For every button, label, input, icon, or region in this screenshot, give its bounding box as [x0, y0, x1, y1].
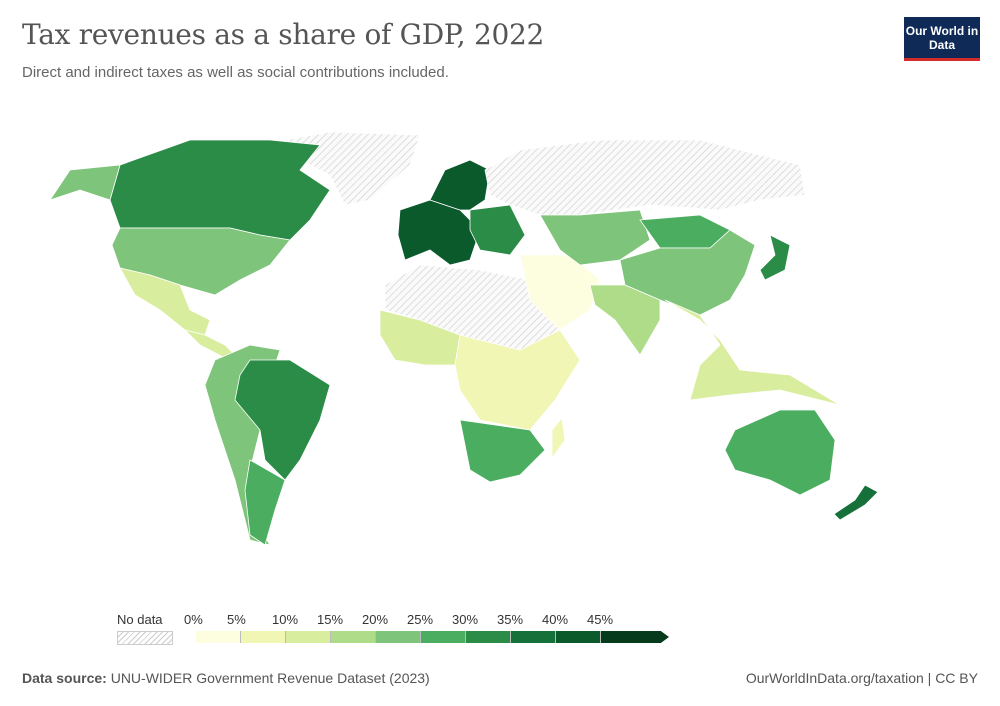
region-india[interactable] [589, 284, 661, 356]
legend-tick: 10% [272, 612, 299, 627]
legend-bin-7[interactable] [511, 631, 556, 643]
legend-bin-0[interactable] [196, 631, 241, 643]
legend-bin-4[interactable] [376, 631, 421, 643]
region-greenland[interactable] [284, 131, 421, 206]
legend-tick: 0% [184, 612, 203, 627]
region-eastern-europe[interactable] [469, 204, 526, 256]
legend-tick: 45% [587, 612, 614, 627]
region-madagascar[interactable] [551, 417, 566, 460]
legend-bin-2[interactable] [286, 631, 331, 643]
legend-bin-8[interactable] [556, 631, 601, 643]
legend-tick: 20% [362, 612, 389, 627]
region-argentina[interactable] [244, 459, 286, 546]
legend-tick: 25% [407, 612, 434, 627]
chart-title: Tax revenues as a share of GDP, 2022 [22, 18, 545, 51]
region-central-east-africa[interactable] [454, 329, 581, 431]
legend-tick: 15% [317, 612, 344, 627]
legend-tick: 30% [452, 612, 479, 627]
legend-bin-3[interactable] [331, 631, 376, 643]
region-southeast-asia[interactable] [664, 299, 841, 406]
legend-tick: 5% [227, 612, 246, 627]
region-central-asia[interactable] [539, 209, 651, 266]
region-japan[interactable] [759, 234, 791, 281]
region-canada[interactable] [109, 139, 331, 241]
chart-subtitle: Direct and indirect taxes as well as soc… [22, 64, 449, 81]
region-new-zealand[interactable] [833, 484, 879, 521]
data-source-text[interactable]: UNU-WIDER Government Revenue Dataset (20… [110, 670, 430, 686]
legend-tick: 35% [497, 612, 524, 627]
legend-bin-5[interactable] [421, 631, 466, 643]
legend-tick: 40% [542, 612, 569, 627]
owid-logo[interactable]: Our World in Data [904, 17, 980, 61]
region-west-africa[interactable] [379, 309, 461, 366]
region-scandinavia[interactable] [429, 159, 491, 211]
data-source: Data source: UNU-WIDER Government Revenu… [22, 670, 430, 686]
legend-bins [196, 631, 669, 643]
source-url[interactable]: OurWorldInData.org/taxation | CC BY [745, 670, 978, 686]
region-united-states[interactable] [111, 227, 291, 296]
region-russia[interactable] [484, 139, 806, 216]
no-data-label: No data [117, 612, 163, 627]
region-australia[interactable] [724, 409, 836, 496]
legend-bin-9[interactable] [601, 631, 669, 643]
legend-bin-1[interactable] [241, 631, 286, 643]
legend: No data 0% 5% 10% 15% 20% 25% 30% 35% 40% 45% [0, 600, 1000, 650]
world-map[interactable] [0, 120, 1000, 560]
region-mexico[interactable] [119, 267, 211, 336]
legend-bin-6[interactable] [466, 631, 511, 643]
region-alaska[interactable] [49, 164, 121, 201]
region-southern-africa[interactable] [459, 419, 546, 483]
no-data-swatch[interactable] [117, 631, 173, 645]
data-source-label: Data source: [22, 670, 107, 686]
